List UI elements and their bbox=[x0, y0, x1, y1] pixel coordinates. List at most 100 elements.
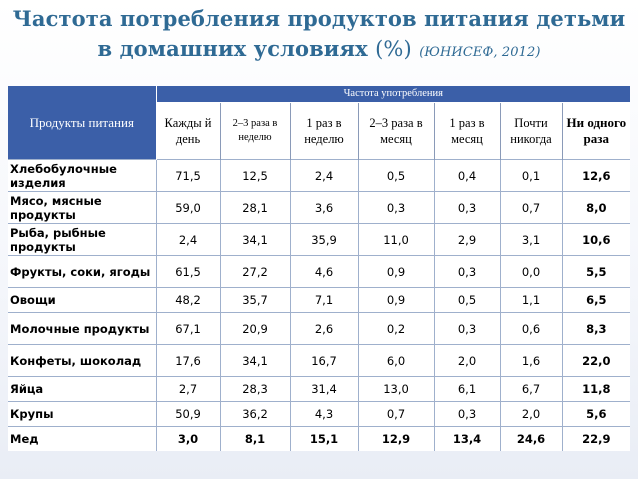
row-product: Крупы bbox=[8, 401, 156, 427]
cell-value: 2,9 bbox=[433, 223, 500, 256]
table-row: Рыба, рыбные продукты 2,4 34,1 35,9 11,0… bbox=[8, 223, 631, 256]
cell-value: 22,9 bbox=[561, 426, 631, 451]
header-col-1-month: 1 раз в месяц bbox=[433, 102, 500, 160]
cell-value: 67,1 bbox=[155, 312, 220, 345]
cell-value: 4,3 bbox=[289, 401, 358, 427]
header-col-2-3-month: 2–3 раза в месяц bbox=[357, 102, 434, 160]
cell-value: 1,1 bbox=[499, 287, 562, 313]
row-product: Мед bbox=[8, 426, 156, 451]
table-row: Хлебобулочные изделия 71,5 12,5 2,4 0,5 … bbox=[8, 159, 631, 192]
cell-value: 0,5 bbox=[357, 159, 434, 192]
cell-value: 0,3 bbox=[433, 255, 500, 288]
cell-value: 0,3 bbox=[357, 191, 434, 224]
row-product: Молочные продукты bbox=[8, 312, 156, 345]
title-source: (ЮНИСЕФ, 2012) bbox=[419, 45, 541, 60]
slide-title: Частота потребления продуктов питания де… bbox=[0, 4, 638, 68]
cell-value: 48,2 bbox=[155, 287, 220, 313]
row-product: Мясо, мясные продукты bbox=[8, 191, 156, 224]
cell-value: 12,9 bbox=[357, 426, 434, 451]
cell-value: 6,5 bbox=[561, 287, 631, 313]
cell-value: 6,1 bbox=[433, 376, 500, 402]
cell-value: 0,3 bbox=[433, 312, 500, 345]
cell-value: 1,6 bbox=[499, 344, 562, 377]
cell-value: 34,1 bbox=[219, 223, 290, 256]
cell-value: 5,5 bbox=[561, 255, 631, 288]
row-product: Конфеты, шоколад bbox=[8, 344, 156, 377]
cell-value: 6,7 bbox=[499, 376, 562, 402]
table-row: Мед 3,0 8,1 15,1 12,9 13,4 24,6 22,9 bbox=[8, 426, 631, 451]
cell-value: 6,0 bbox=[357, 344, 434, 377]
cell-value: 0,7 bbox=[357, 401, 434, 427]
header-row-columns: Кажды й день 2–3 раза в неделю 1 раз в н… bbox=[8, 102, 631, 160]
row-product: Рыба, рыбные продукты bbox=[8, 223, 156, 256]
header-col-never: Ни одного раза bbox=[561, 102, 631, 160]
cell-value: 35,9 bbox=[289, 223, 358, 256]
cell-value: 22,0 bbox=[561, 344, 631, 377]
cell-value: 2,0 bbox=[433, 344, 500, 377]
cell-value: 0,6 bbox=[499, 312, 562, 345]
cell-value: 0,9 bbox=[357, 287, 434, 313]
cell-value: 71,5 bbox=[155, 159, 220, 192]
cell-value: 3,1 bbox=[499, 223, 562, 256]
cell-value: 20,9 bbox=[219, 312, 290, 345]
row-product: Фрукты, соки, ягоды bbox=[8, 255, 156, 288]
table-row: Крупы 50,9 36,2 4,3 0,7 0,3 2,0 5,6 bbox=[8, 401, 631, 427]
cell-value: 4,6 bbox=[289, 255, 358, 288]
cell-value: 0,3 bbox=[433, 191, 500, 224]
cell-value: 8,0 bbox=[561, 191, 631, 224]
cell-value: 24,6 bbox=[499, 426, 562, 451]
cell-value: 2,0 bbox=[499, 401, 562, 427]
header-col-1-week: 1 раз в неделю bbox=[289, 102, 358, 160]
cell-value: 15,1 bbox=[289, 426, 358, 451]
title-line-2: в домашних условиях (%) (ЮНИСЕФ, 2012) bbox=[0, 34, 638, 68]
cell-value: 28,3 bbox=[219, 376, 290, 402]
row-product: Овощи bbox=[8, 287, 156, 313]
cell-value: 0,2 bbox=[357, 312, 434, 345]
cell-value: 0,1 bbox=[499, 159, 562, 192]
cell-value: 2,7 bbox=[155, 376, 220, 402]
table-row: Овощи 48,2 35,7 7,1 0,9 0,5 1,1 6,5 bbox=[8, 287, 631, 313]
title-percent: (%) bbox=[375, 37, 412, 61]
table-row: Яйца 2,7 28,3 31,4 13,0 6,1 6,7 11,8 bbox=[8, 376, 631, 402]
cell-value: 13,4 bbox=[433, 426, 500, 451]
header-col-every-day: Кажды й день bbox=[155, 102, 220, 160]
header-col-2-3-week: 2–3 раза в неделю bbox=[219, 102, 290, 160]
cell-value: 61,5 bbox=[155, 255, 220, 288]
cell-value: 12,5 bbox=[219, 159, 290, 192]
cell-value: 2,4 bbox=[155, 223, 220, 256]
cell-value: 0,9 bbox=[357, 255, 434, 288]
cell-value: 59,0 bbox=[155, 191, 220, 224]
cell-value: 34,1 bbox=[219, 344, 290, 377]
cell-value: 2,4 bbox=[289, 159, 358, 192]
row-product: Хлебобулочные изделия bbox=[8, 159, 156, 192]
cell-value: 8,3 bbox=[561, 312, 631, 345]
table-row: Мясо, мясные продукты 59,0 28,1 3,6 0,3 … bbox=[8, 191, 631, 224]
cell-value: 3,0 bbox=[155, 426, 220, 451]
cell-value: 3,6 bbox=[289, 191, 358, 224]
table-row: Молочные продукты 67,1 20,9 2,6 0,2 0,3 … bbox=[8, 312, 631, 345]
header-frequency-group: Частота употребления bbox=[156, 86, 631, 103]
cell-value: 13,0 bbox=[357, 376, 434, 402]
cell-value: 36,2 bbox=[219, 401, 290, 427]
cell-value: 7,1 bbox=[289, 287, 358, 313]
cell-value: 50,9 bbox=[155, 401, 220, 427]
cell-value: 0,3 bbox=[433, 401, 500, 427]
cell-value: 2,6 bbox=[289, 312, 358, 345]
header-row-group: Продукты питания Частота употребления bbox=[8, 86, 631, 160]
cell-value: 0,0 bbox=[499, 255, 562, 288]
row-product: Яйца bbox=[8, 376, 156, 402]
cell-value: 0,4 bbox=[433, 159, 500, 192]
cell-value: 0,5 bbox=[433, 287, 500, 313]
cell-value: 31,4 bbox=[289, 376, 358, 402]
title-line-1: Частота потребления продуктов питания де… bbox=[12, 6, 626, 31]
cell-value: 27,2 bbox=[219, 255, 290, 288]
cell-value: 12,6 bbox=[561, 159, 631, 192]
header-col-almost-never: Почти никогда bbox=[499, 102, 562, 160]
cell-value: 17,6 bbox=[155, 344, 220, 377]
cell-value: 11,0 bbox=[357, 223, 434, 256]
cell-value: 35,7 bbox=[219, 287, 290, 313]
header-products: Продукты питания bbox=[8, 86, 157, 160]
table-row: Фрукты, соки, ягоды 61,5 27,2 4,6 0,9 0,… bbox=[8, 255, 631, 288]
title-line-2-main: в домашних условиях bbox=[97, 36, 368, 61]
cell-value: 8,1 bbox=[219, 426, 290, 451]
